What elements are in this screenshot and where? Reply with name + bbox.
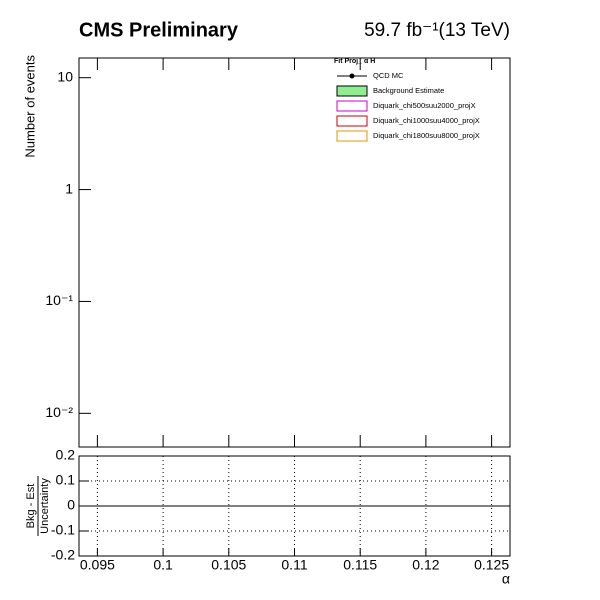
legend-swatch (336, 85, 368, 97)
x-tick-label: 0.115 (343, 557, 377, 573)
x-axis-label: α (502, 571, 510, 587)
legend-swatch (336, 115, 368, 127)
x-tick-label: 0.125 (474, 557, 509, 573)
legend-swatch (336, 130, 368, 142)
y-tick-label: 10⁻¹ (45, 292, 73, 308)
legend-label: Background Estimate (373, 86, 444, 95)
y-axis-label: Number of events (22, 55, 37, 158)
x-tick-label: 0.1 (153, 557, 173, 573)
chart-title: CMS Preliminary (79, 19, 239, 41)
y-tick-label: -0.2 (51, 547, 75, 563)
legend-title: Fit Proj_ α H (334, 58, 375, 65)
y-tick-label: -0.1 (51, 522, 75, 538)
legend-label: Diquark_chi500suu2000_projX (373, 101, 476, 110)
ratio-frame (78, 455, 511, 557)
legend-label: Diquark_chi1800suu8000_projX (373, 131, 480, 140)
lumi-label: 59.7 fb⁻¹(13 TeV) (364, 20, 510, 41)
y-tick-label: 10 (57, 68, 73, 84)
ratio-y-label-denominator: Uncertainty (39, 478, 51, 534)
x-tick-label: 0.095 (80, 557, 115, 573)
y-tick-label: 0 (67, 497, 75, 513)
y-tick-label: 1 (65, 180, 73, 196)
x-tick-label: 0.105 (211, 557, 246, 573)
x-tick-label: 0.11 (281, 557, 307, 573)
legend-label: QCD MC (373, 71, 404, 80)
ratio-y-label-numerator: Bkg - Est (25, 484, 37, 529)
y-tick-label: 0.2 (56, 447, 76, 463)
legend-swatch (336, 100, 368, 112)
legend-label: Diquark_chi1000suu4000_projX (373, 116, 480, 125)
y-tick-label: 10⁻² (45, 404, 73, 420)
x-tick-label: 0.12 (412, 557, 439, 573)
y-tick-label: 0.1 (56, 472, 76, 488)
legend-marker (349, 73, 355, 79)
